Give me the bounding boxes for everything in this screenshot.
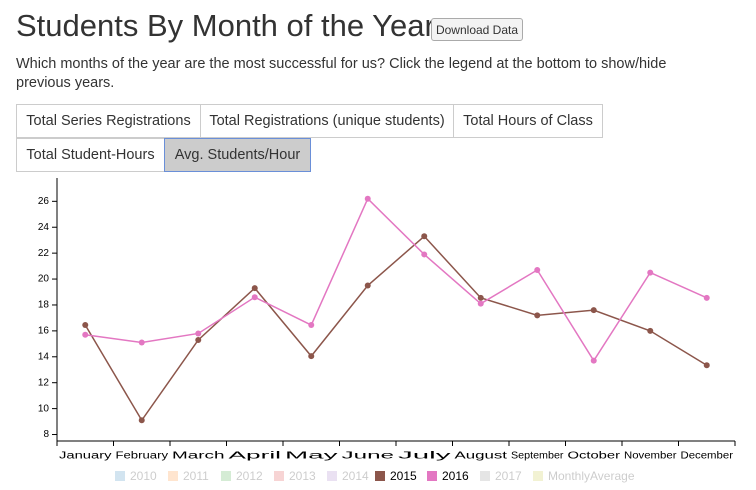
- data-point: [138, 417, 145, 424]
- y-tick-label: 10: [38, 403, 50, 414]
- data-point: [703, 362, 710, 369]
- tab[interactable]: Avg. Students/Hour: [164, 138, 311, 172]
- legend-swatch[interactable]: [327, 471, 337, 481]
- download-button[interactable]: Download Data: [431, 18, 523, 41]
- legend-swatch[interactable]: [427, 471, 437, 481]
- x-tick-label: July: [398, 451, 451, 462]
- legend-label[interactable]: 2012: [236, 469, 263, 483]
- x-tick-label: May: [285, 451, 338, 462]
- data-point: [82, 322, 89, 329]
- legend-label[interactable]: 2010: [130, 469, 157, 483]
- data-point: [703, 294, 710, 301]
- data-point: [421, 251, 428, 258]
- legend-label[interactable]: 2017: [495, 469, 522, 483]
- data-point: [477, 300, 484, 307]
- data-point: [82, 331, 89, 338]
- legend-swatch[interactable]: [533, 471, 543, 481]
- data-point: [308, 322, 315, 329]
- y-tick-label: 18: [38, 300, 50, 311]
- data-point: [251, 285, 258, 292]
- legend-swatch[interactable]: [168, 471, 178, 481]
- x-tick-label: September: [511, 451, 564, 462]
- data-point: [251, 294, 258, 301]
- y-tick-label: 12: [38, 377, 50, 388]
- tab[interactable]: Total Student-Hours: [16, 138, 165, 172]
- legend-swatch[interactable]: [274, 471, 284, 481]
- tab[interactable]: Total Registrations (unique students): [200, 104, 454, 138]
- data-point: [534, 312, 541, 319]
- y-tick-label: 8: [43, 429, 49, 440]
- data-point: [364, 282, 371, 289]
- legend-label[interactable]: 2015: [390, 469, 417, 483]
- y-tick-label: 14: [38, 351, 50, 362]
- legend-label[interactable]: 2014: [342, 469, 369, 483]
- x-tick-label: November: [624, 451, 677, 462]
- data-point: [590, 357, 597, 364]
- data-point: [308, 353, 315, 360]
- data-point: [647, 327, 654, 334]
- data-point: [647, 269, 654, 276]
- y-tick-label: 22: [38, 248, 50, 259]
- x-tick-label: February: [116, 451, 169, 462]
- x-tick-label: August: [455, 451, 508, 462]
- data-point: [138, 339, 145, 346]
- legend-swatch[interactable]: [115, 471, 125, 481]
- legend-label[interactable]: 2013: [289, 469, 316, 483]
- tab[interactable]: Total Series Registrations: [16, 104, 201, 138]
- y-tick-label: 16: [38, 326, 50, 337]
- data-point: [534, 266, 541, 273]
- data-point: [195, 330, 202, 337]
- series-line: [84, 235, 708, 422]
- tab[interactable]: Total Hours of Class: [453, 104, 603, 138]
- x-tick-label: March: [172, 451, 225, 462]
- description: Which months of the year are the most su…: [16, 56, 667, 91]
- x-tick-label: June: [342, 451, 396, 462]
- legend-swatch[interactable]: [375, 471, 385, 481]
- y-tick-label: 26: [38, 196, 50, 207]
- x-tick-label: December: [681, 451, 734, 462]
- data-point: [477, 294, 484, 301]
- y-tick-label: 24: [38, 222, 50, 233]
- data-point: [421, 233, 428, 240]
- x-tick-label: April: [229, 451, 282, 462]
- data-point: [590, 307, 597, 314]
- legend-swatch[interactable]: [480, 471, 490, 481]
- page-title: Students By Month of the Year: [16, 8, 435, 43]
- x-tick-label: January: [59, 451, 112, 462]
- legend-swatch[interactable]: [221, 471, 231, 481]
- data-point: [364, 195, 371, 202]
- data-point: [195, 336, 202, 343]
- y-tick-label: 20: [38, 274, 50, 285]
- series-line: [85, 197, 708, 363]
- x-tick-label: October: [568, 451, 621, 462]
- legend-label[interactable]: MonthlyAverage: [548, 469, 635, 483]
- legend-label[interactable]: 2011: [183, 469, 209, 483]
- legend-label[interactable]: 2016: [442, 469, 469, 483]
